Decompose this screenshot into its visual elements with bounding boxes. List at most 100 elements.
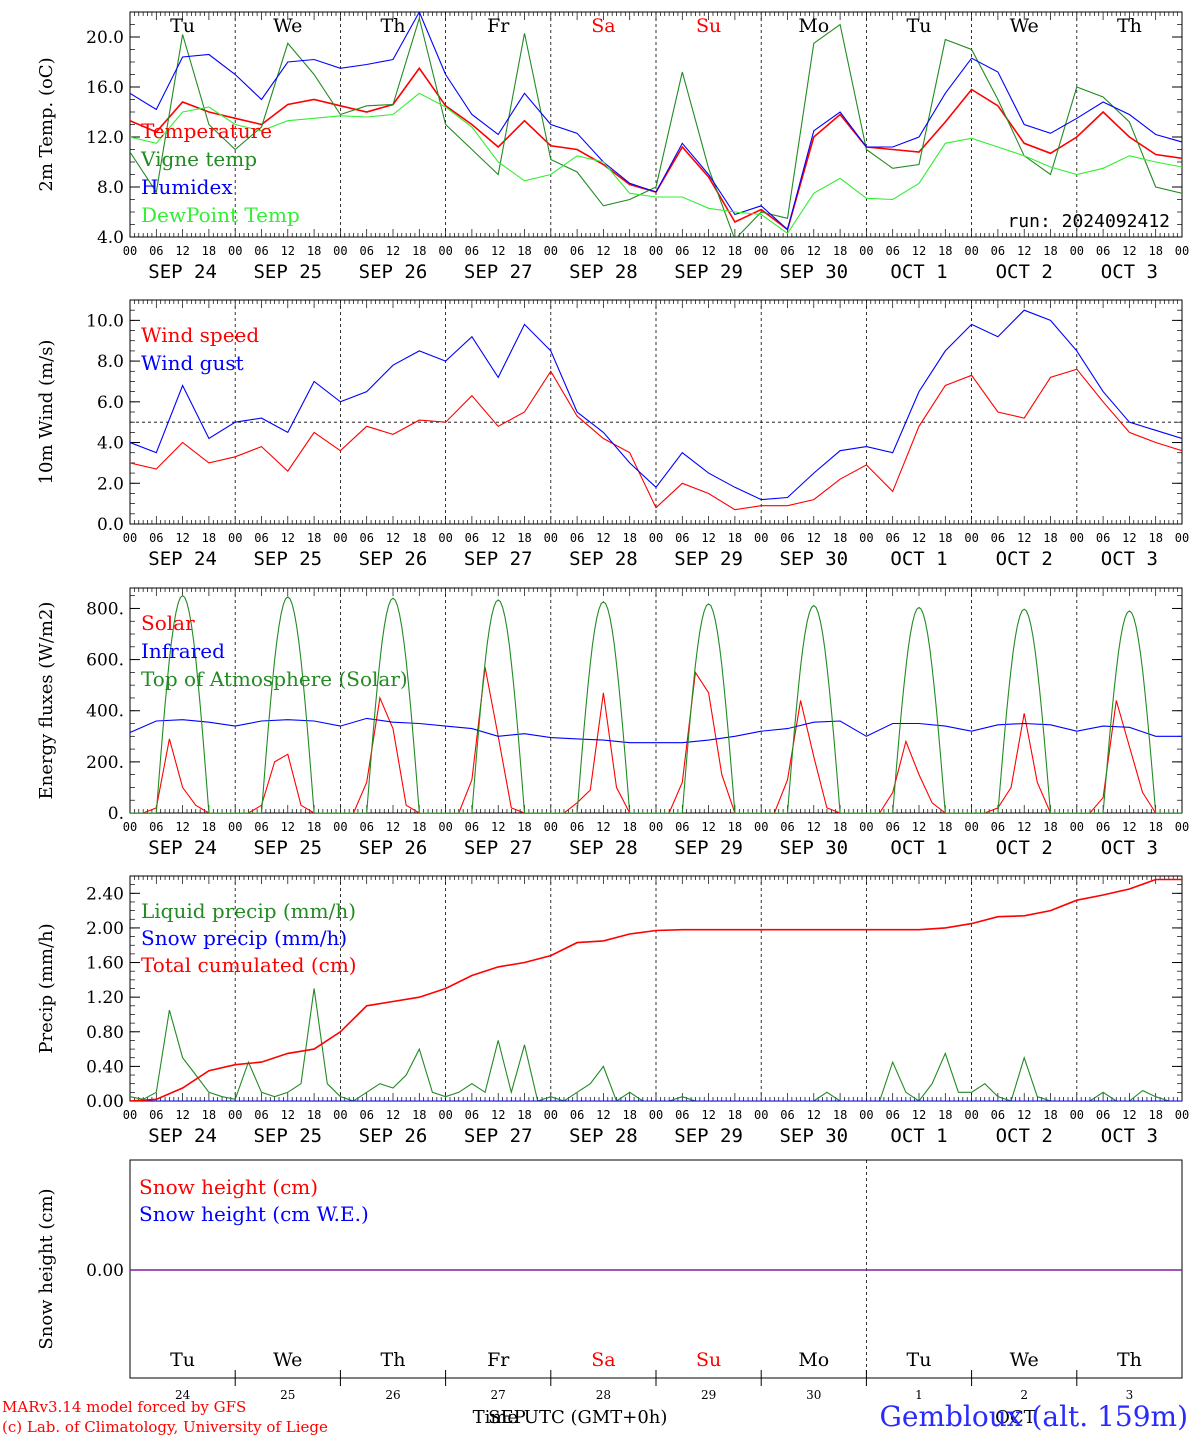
panel-1-hour-label: 00: [228, 244, 242, 258]
panel-4-hour-label: 00: [1070, 1108, 1084, 1122]
panel-5-weekday-label: Su: [696, 1349, 721, 1371]
panel-4-date-label: SEP 24: [148, 1125, 217, 1147]
panel-1-hour-label: 00: [544, 244, 558, 258]
panel-4-hour-label: 06: [780, 1108, 794, 1122]
panel-3-hour-label: 18: [938, 820, 952, 834]
panel-1-date-label: SEP 26: [359, 261, 428, 283]
panel-2-hour-label: 12: [281, 531, 295, 545]
panel-3-hour-label: 00: [438, 820, 452, 834]
panel-3-hour-label: 00: [333, 820, 347, 834]
panel-1-hour-label: 06: [1096, 244, 1110, 258]
panel-2-y-tick-label: 8.0: [97, 352, 124, 372]
panel-3-date-label: OCT 3: [1101, 837, 1158, 859]
panel-1-weekday-label: Th: [1117, 15, 1142, 37]
panel-1-hour-label: 18: [938, 244, 952, 258]
panel-4-legend-snow-precip-mm-h: Snow precip (mm/h): [141, 926, 347, 950]
panel-5-legend-snow-height-cm: Snow height (cm): [139, 1175, 318, 1199]
panel-1-hour-label: 00: [123, 244, 137, 258]
panel-3-hour-label: 12: [175, 820, 189, 834]
panel-2-hour-label: 12: [912, 531, 926, 545]
panel-3-hour-label: 18: [202, 820, 216, 834]
panel-2-hour-label: 12: [386, 531, 400, 545]
panel-3-date-label: SEP 26: [359, 837, 428, 859]
panel-2-date-label: SEP 29: [674, 548, 743, 570]
panel-1-hour-label: 12: [1122, 244, 1136, 258]
panel-2-hour-label: 12: [1017, 531, 1031, 545]
panel-1-hour-label: 00: [754, 244, 768, 258]
panel-4-legend-total-cumulated-cm: Total cumulated (cm): [141, 953, 357, 977]
panel-3-legend-solar: Solar: [141, 611, 195, 635]
panel-3-series-solar: [130, 667, 1169, 813]
panel-5-weekday-label: Fr: [487, 1349, 510, 1371]
panel-2-hour-label: 00: [228, 531, 242, 545]
panel-4-hour-label: 18: [833, 1108, 847, 1122]
panel-1-hour-label: 00: [859, 244, 873, 258]
panel-4-hour-label: 00: [964, 1108, 978, 1122]
panel-1-weekday-label: Fr: [487, 15, 510, 37]
panel-1-weekday-label: Sa: [591, 15, 615, 37]
panel-3-hour-label: 06: [465, 820, 479, 834]
panel-2-hour-label: 06: [359, 531, 373, 545]
panel-2-hour-label: 00: [1175, 531, 1189, 545]
panel-5-day-number: 2: [1020, 1388, 1028, 1402]
panel-2-hour-label: 18: [202, 531, 216, 545]
panel-3-hour-label: 12: [386, 820, 400, 834]
panel-5-legend-snow-height-cm-w-e: Snow height (cm W.E.): [139, 1202, 369, 1226]
panel-3-hour-label: 00: [123, 820, 137, 834]
panel-3-hour-label: 12: [1017, 820, 1031, 834]
panel-5-weekday-label: We: [273, 1349, 302, 1371]
panel-4-hour-label: 18: [1148, 1108, 1162, 1122]
panel-4-hour-label: 06: [570, 1108, 584, 1122]
panel-1-y-axis-label: 2m Temp. (oC): [36, 57, 57, 191]
panel-1-date-label: OCT 1: [890, 261, 947, 283]
panel-5-y-tick-label: 0.00: [86, 1261, 124, 1281]
panel-4-hour-label: 18: [938, 1108, 952, 1122]
panel-1-hour-label: 06: [991, 244, 1005, 258]
panel-3-hour-label: 00: [1175, 820, 1189, 834]
panel-1-hour-label: 06: [465, 244, 479, 258]
panel-2-hour-label: 06: [465, 531, 479, 545]
panel-1-y-tick-label: 20.0: [86, 28, 124, 48]
panel-4-date-label: SEP 26: [359, 1125, 428, 1147]
panel-2-hour-label: 18: [728, 531, 742, 545]
panel-5-day-number: 30: [806, 1388, 821, 1402]
panel-2-series-wind-gust: [130, 309, 1182, 501]
panel-3-hour-label: 06: [675, 820, 689, 834]
panel-2-date-label: SEP 30: [779, 548, 848, 570]
panel-4-hour-label: 18: [1043, 1108, 1057, 1122]
panel-3-y-tick-label: 800.: [86, 599, 124, 619]
panel-4-y-tick-label: 2.40: [86, 884, 124, 904]
panel-1-date-label: SEP 27: [464, 261, 533, 283]
panel-4-hour-label: 12: [701, 1108, 715, 1122]
panel-4-hour-label: 00: [544, 1108, 558, 1122]
model-credit: MARv3.14 model forced by GFS: [2, 1398, 247, 1416]
panel-2-y-tick-label: 6.0: [97, 393, 124, 413]
panel-4-hour-label: 12: [596, 1108, 610, 1122]
panel-1-series-vigne-temp: [130, 16, 1182, 237]
panel-3-y-tick-label: 600.: [86, 651, 124, 671]
panel-4-y-tick-label: 0.40: [86, 1057, 124, 1077]
panel-3-date-label: OCT 1: [890, 837, 947, 859]
panel-1-hour-label: 06: [780, 244, 794, 258]
panel-1-date-label: SEP 29: [674, 261, 743, 283]
panel-2-legend-wind-gust: Wind gust: [141, 351, 244, 375]
panel-2-hour-label: 18: [307, 531, 321, 545]
panel-1-legend-humidex: Humidex: [141, 175, 233, 199]
panel-1-hour-label: 12: [386, 244, 400, 258]
panel-4-hour-label: 00: [123, 1108, 137, 1122]
lab-credit: (c) Lab. of Climatology, University of L…: [2, 1418, 328, 1436]
panel-5-weekday-label: Mo: [798, 1349, 829, 1371]
panel-1-hour-label: 12: [701, 244, 715, 258]
panel-3-hour-label: 06: [570, 820, 584, 834]
panel-3-hour-label: 12: [1122, 820, 1136, 834]
panel-4-hour-label: 00: [438, 1108, 452, 1122]
panel-2-hour-label: 06: [1096, 531, 1110, 545]
panel-3-legend-top-of-atmosphere-solar: Top of Atmosphere (Solar): [141, 667, 408, 691]
panel-1-weekday-label: Th: [381, 15, 406, 37]
panel-2-hour-label: 06: [780, 531, 794, 545]
panel-2-date-label: SEP 28: [569, 548, 638, 570]
panel-3-hour-label: 12: [912, 820, 926, 834]
panel-4-hour-label: 18: [307, 1108, 321, 1122]
panel-4-hour-label: 12: [912, 1108, 926, 1122]
panel-4-hour-label: 18: [202, 1108, 216, 1122]
